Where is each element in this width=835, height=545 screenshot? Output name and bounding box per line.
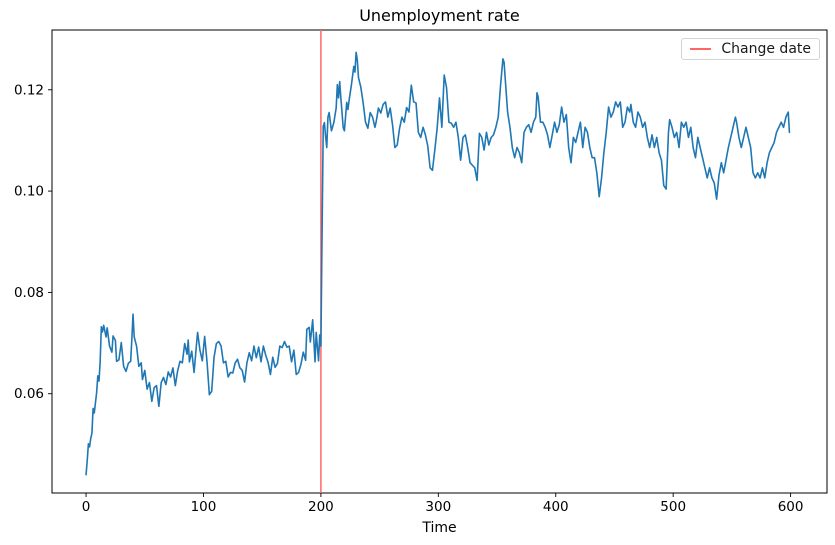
x-tick-label: 100	[191, 499, 217, 515]
x-tick-label: 300	[425, 499, 451, 515]
x-tick-label: 0	[82, 499, 91, 515]
axes-frame	[51, 29, 828, 494]
y-tick-label: 0.06	[14, 386, 44, 402]
chart-title: Unemployment rate	[359, 6, 520, 25]
y-tick-label: 0.10	[14, 184, 44, 200]
y-tick-label: 0.12	[14, 82, 44, 98]
x-tick-label: 200	[308, 499, 334, 515]
x-axis-label: Time	[422, 520, 457, 536]
series-line-unemployment-rate	[85, 51, 791, 476]
y-tick-label: 0.08	[14, 285, 44, 301]
x-tick-label: 400	[543, 499, 569, 515]
legend-line-sample-icon	[690, 48, 712, 50]
x-tick-label: 500	[660, 499, 686, 515]
legend-label: Change date	[721, 41, 811, 57]
x-tick-label: 600	[778, 499, 804, 515]
legend: Change date	[681, 38, 820, 60]
